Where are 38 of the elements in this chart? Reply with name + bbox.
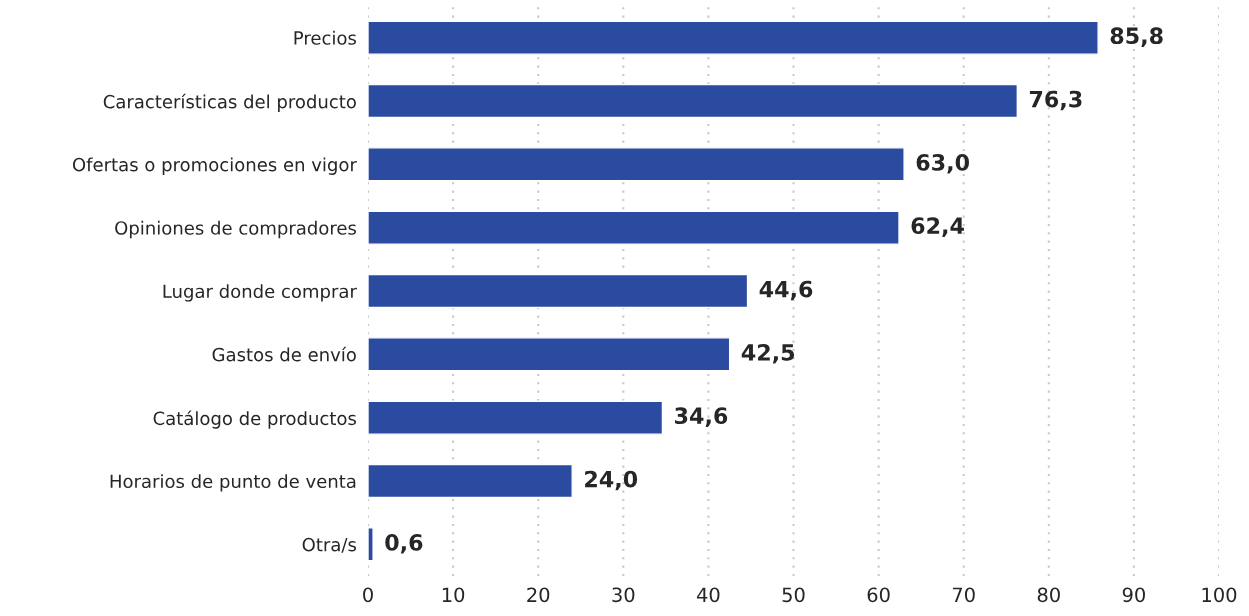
y-tick-label: Características del producto: [103, 93, 356, 112]
y-tick-label: Ofertas o promociones en vigor: [72, 157, 357, 175]
data-label: 85,8: [1110, 27, 1163, 47]
x-tick-label: 0: [363, 587, 373, 603]
bar: [368, 20, 1099, 55]
data-label: 76,3: [1029, 90, 1082, 111]
y-tick-label: Lugar donde comprar: [163, 284, 357, 302]
bar: [368, 147, 905, 182]
data-label: 63,0: [916, 153, 970, 174]
data-label: 44,6: [759, 280, 813, 301]
data-label: 24,0: [585, 470, 638, 491]
y-tick-label: Gastos de envío: [212, 346, 356, 362]
x-tick-label: 90: [1122, 587, 1145, 603]
x-tick-label: 10: [442, 587, 465, 603]
data-label: 42,5: [741, 343, 795, 364]
x-tick-label: 60: [867, 587, 890, 603]
bar: [368, 400, 664, 435]
data-label: 34,6: [675, 407, 728, 427]
y-tick-label: Opiniones de compradores: [115, 220, 356, 239]
y-tick-label: Precios: [294, 30, 357, 45]
bar: [368, 273, 749, 309]
y-tick-label: Otra/s: [302, 537, 357, 553]
bar: [368, 83, 1019, 119]
bar: [368, 337, 731, 372]
x-tick-label: 40: [696, 587, 720, 603]
y-tick-label: Catálogo de productos: [153, 410, 356, 429]
data-label: 0,6: [385, 533, 423, 554]
data-label: 62,4: [911, 217, 964, 237]
bar: [368, 463, 573, 499]
x-tick-label: 30: [612, 587, 635, 603]
x-tick-label: 100: [1202, 587, 1237, 603]
x-tick-label: 20: [527, 587, 550, 603]
bar: [368, 210, 900, 245]
x-tick-label: 50: [782, 587, 805, 603]
bar: [368, 527, 374, 562]
x-tick-label: 80: [1037, 587, 1060, 603]
x-tick-label: 70: [952, 587, 975, 603]
y-tick-label: Horarios de punto de venta: [110, 474, 356, 492]
